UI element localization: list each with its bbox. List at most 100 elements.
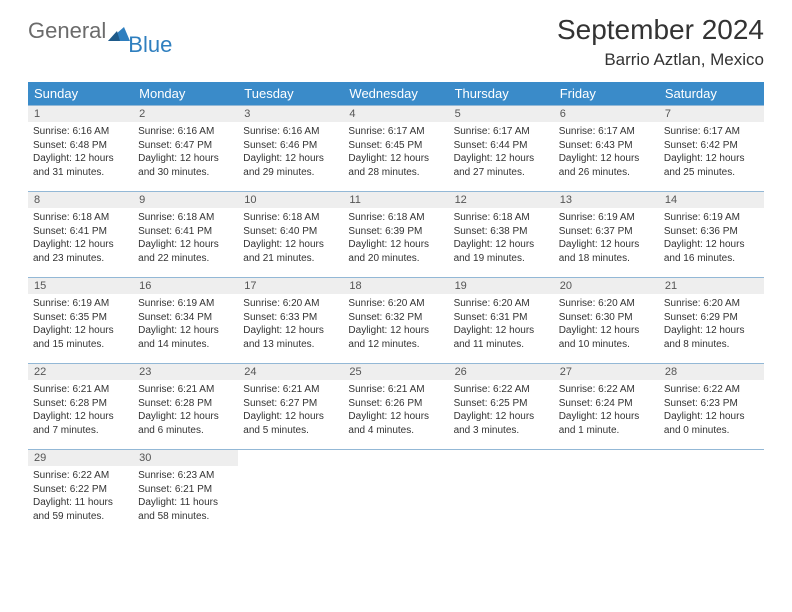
calendar-cell — [659, 450, 764, 536]
day-details: Sunrise: 6:21 AMSunset: 6:27 PMDaylight:… — [238, 380, 343, 440]
day-number: 10 — [238, 192, 343, 208]
calendar-cell: 8Sunrise: 6:18 AMSunset: 6:41 PMDaylight… — [28, 192, 133, 278]
calendar-cell: 24Sunrise: 6:21 AMSunset: 6:27 PMDayligh… — [238, 364, 343, 450]
location: Barrio Aztlan, Mexico — [557, 50, 764, 70]
day-details: Sunrise: 6:22 AMSunset: 6:23 PMDaylight:… — [659, 380, 764, 440]
day-details: Sunrise: 6:16 AMSunset: 6:46 PMDaylight:… — [238, 122, 343, 182]
calendar-cell — [554, 450, 659, 536]
day-number: 6 — [554, 106, 659, 122]
header: General Blue September 2024 Barrio Aztla… — [28, 14, 764, 70]
day-details: Sunrise: 6:19 AMSunset: 6:37 PMDaylight:… — [554, 208, 659, 268]
calendar-head: SundayMondayTuesdayWednesdayThursdayFrid… — [28, 82, 764, 106]
day-header: Saturday — [659, 82, 764, 106]
day-number: 18 — [343, 278, 448, 294]
day-number: 16 — [133, 278, 238, 294]
day-number: 1 — [28, 106, 133, 122]
calendar-cell: 26Sunrise: 6:22 AMSunset: 6:25 PMDayligh… — [449, 364, 554, 450]
calendar-cell: 17Sunrise: 6:20 AMSunset: 6:33 PMDayligh… — [238, 278, 343, 364]
day-number: 8 — [28, 192, 133, 208]
calendar-cell: 16Sunrise: 6:19 AMSunset: 6:34 PMDayligh… — [133, 278, 238, 364]
calendar-cell — [343, 450, 448, 536]
day-details: Sunrise: 6:19 AMSunset: 6:35 PMDaylight:… — [28, 294, 133, 354]
day-header: Tuesday — [238, 82, 343, 106]
day-details: Sunrise: 6:19 AMSunset: 6:36 PMDaylight:… — [659, 208, 764, 268]
day-details: Sunrise: 6:20 AMSunset: 6:31 PMDaylight:… — [449, 294, 554, 354]
day-number: 5 — [449, 106, 554, 122]
day-number: 15 — [28, 278, 133, 294]
day-number: 17 — [238, 278, 343, 294]
day-details: Sunrise: 6:23 AMSunset: 6:21 PMDaylight:… — [133, 466, 238, 526]
calendar-cell: 29Sunrise: 6:22 AMSunset: 6:22 PMDayligh… — [28, 450, 133, 536]
calendar-cell: 15Sunrise: 6:19 AMSunset: 6:35 PMDayligh… — [28, 278, 133, 364]
day-details: Sunrise: 6:18 AMSunset: 6:38 PMDaylight:… — [449, 208, 554, 268]
day-details: Sunrise: 6:16 AMSunset: 6:48 PMDaylight:… — [28, 122, 133, 182]
day-number: 7 — [659, 106, 764, 122]
day-details: Sunrise: 6:17 AMSunset: 6:42 PMDaylight:… — [659, 122, 764, 182]
day-details: Sunrise: 6:18 AMSunset: 6:41 PMDaylight:… — [28, 208, 133, 268]
calendar-cell — [238, 450, 343, 536]
calendar-table: SundayMondayTuesdayWednesdayThursdayFrid… — [28, 82, 764, 536]
day-number: 19 — [449, 278, 554, 294]
day-number: 14 — [659, 192, 764, 208]
calendar-cell: 13Sunrise: 6:19 AMSunset: 6:37 PMDayligh… — [554, 192, 659, 278]
day-number: 11 — [343, 192, 448, 208]
calendar-cell: 20Sunrise: 6:20 AMSunset: 6:30 PMDayligh… — [554, 278, 659, 364]
calendar-cell: 1Sunrise: 6:16 AMSunset: 6:48 PMDaylight… — [28, 106, 133, 192]
calendar-cell: 18Sunrise: 6:20 AMSunset: 6:32 PMDayligh… — [343, 278, 448, 364]
day-number: 22 — [28, 364, 133, 380]
calendar-row: 29Sunrise: 6:22 AMSunset: 6:22 PMDayligh… — [28, 450, 764, 536]
day-number: 30 — [133, 450, 238, 466]
day-header: Sunday — [28, 82, 133, 106]
day-details: Sunrise: 6:20 AMSunset: 6:30 PMDaylight:… — [554, 294, 659, 354]
day-details: Sunrise: 6:20 AMSunset: 6:29 PMDaylight:… — [659, 294, 764, 354]
calendar-cell: 2Sunrise: 6:16 AMSunset: 6:47 PMDaylight… — [133, 106, 238, 192]
calendar-cell: 7Sunrise: 6:17 AMSunset: 6:42 PMDaylight… — [659, 106, 764, 192]
calendar-cell: 25Sunrise: 6:21 AMSunset: 6:26 PMDayligh… — [343, 364, 448, 450]
logo-text-blue: Blue — [128, 32, 172, 58]
calendar-cell: 27Sunrise: 6:22 AMSunset: 6:24 PMDayligh… — [554, 364, 659, 450]
day-details: Sunrise: 6:19 AMSunset: 6:34 PMDaylight:… — [133, 294, 238, 354]
day-number: 26 — [449, 364, 554, 380]
calendar-cell — [449, 450, 554, 536]
day-details: Sunrise: 6:21 AMSunset: 6:28 PMDaylight:… — [28, 380, 133, 440]
calendar-row: 8Sunrise: 6:18 AMSunset: 6:41 PMDaylight… — [28, 192, 764, 278]
logo-text-general: General — [28, 18, 106, 44]
day-number: 27 — [554, 364, 659, 380]
day-number: 21 — [659, 278, 764, 294]
calendar-cell: 30Sunrise: 6:23 AMSunset: 6:21 PMDayligh… — [133, 450, 238, 536]
day-header: Thursday — [449, 82, 554, 106]
calendar-body: 1Sunrise: 6:16 AMSunset: 6:48 PMDaylight… — [28, 106, 764, 536]
calendar-cell: 6Sunrise: 6:17 AMSunset: 6:43 PMDaylight… — [554, 106, 659, 192]
calendar-cell: 21Sunrise: 6:20 AMSunset: 6:29 PMDayligh… — [659, 278, 764, 364]
day-details: Sunrise: 6:18 AMSunset: 6:40 PMDaylight:… — [238, 208, 343, 268]
day-details: Sunrise: 6:20 AMSunset: 6:32 PMDaylight:… — [343, 294, 448, 354]
day-details: Sunrise: 6:16 AMSunset: 6:47 PMDaylight:… — [133, 122, 238, 182]
day-details: Sunrise: 6:22 AMSunset: 6:25 PMDaylight:… — [449, 380, 554, 440]
calendar-row: 22Sunrise: 6:21 AMSunset: 6:28 PMDayligh… — [28, 364, 764, 450]
day-details: Sunrise: 6:20 AMSunset: 6:33 PMDaylight:… — [238, 294, 343, 354]
day-number: 13 — [554, 192, 659, 208]
calendar-row: 15Sunrise: 6:19 AMSunset: 6:35 PMDayligh… — [28, 278, 764, 364]
calendar-cell: 4Sunrise: 6:17 AMSunset: 6:45 PMDaylight… — [343, 106, 448, 192]
calendar-cell: 9Sunrise: 6:18 AMSunset: 6:41 PMDaylight… — [133, 192, 238, 278]
month-title: September 2024 — [557, 14, 764, 46]
calendar-cell: 3Sunrise: 6:16 AMSunset: 6:46 PMDaylight… — [238, 106, 343, 192]
day-header: Wednesday — [343, 82, 448, 106]
day-number: 29 — [28, 450, 133, 466]
calendar-cell: 22Sunrise: 6:21 AMSunset: 6:28 PMDayligh… — [28, 364, 133, 450]
calendar-cell: 23Sunrise: 6:21 AMSunset: 6:28 PMDayligh… — [133, 364, 238, 450]
day-number: 3 — [238, 106, 343, 122]
day-details: Sunrise: 6:21 AMSunset: 6:26 PMDaylight:… — [343, 380, 448, 440]
day-number: 9 — [133, 192, 238, 208]
day-number: 23 — [133, 364, 238, 380]
calendar-row: 1Sunrise: 6:16 AMSunset: 6:48 PMDaylight… — [28, 106, 764, 192]
day-details: Sunrise: 6:17 AMSunset: 6:44 PMDaylight:… — [449, 122, 554, 182]
day-details: Sunrise: 6:17 AMSunset: 6:45 PMDaylight:… — [343, 122, 448, 182]
calendar-cell: 28Sunrise: 6:22 AMSunset: 6:23 PMDayligh… — [659, 364, 764, 450]
day-number: 12 — [449, 192, 554, 208]
calendar-cell: 19Sunrise: 6:20 AMSunset: 6:31 PMDayligh… — [449, 278, 554, 364]
day-number: 28 — [659, 364, 764, 380]
triangle-icon — [108, 25, 130, 41]
calendar-cell: 12Sunrise: 6:18 AMSunset: 6:38 PMDayligh… — [449, 192, 554, 278]
day-number: 20 — [554, 278, 659, 294]
